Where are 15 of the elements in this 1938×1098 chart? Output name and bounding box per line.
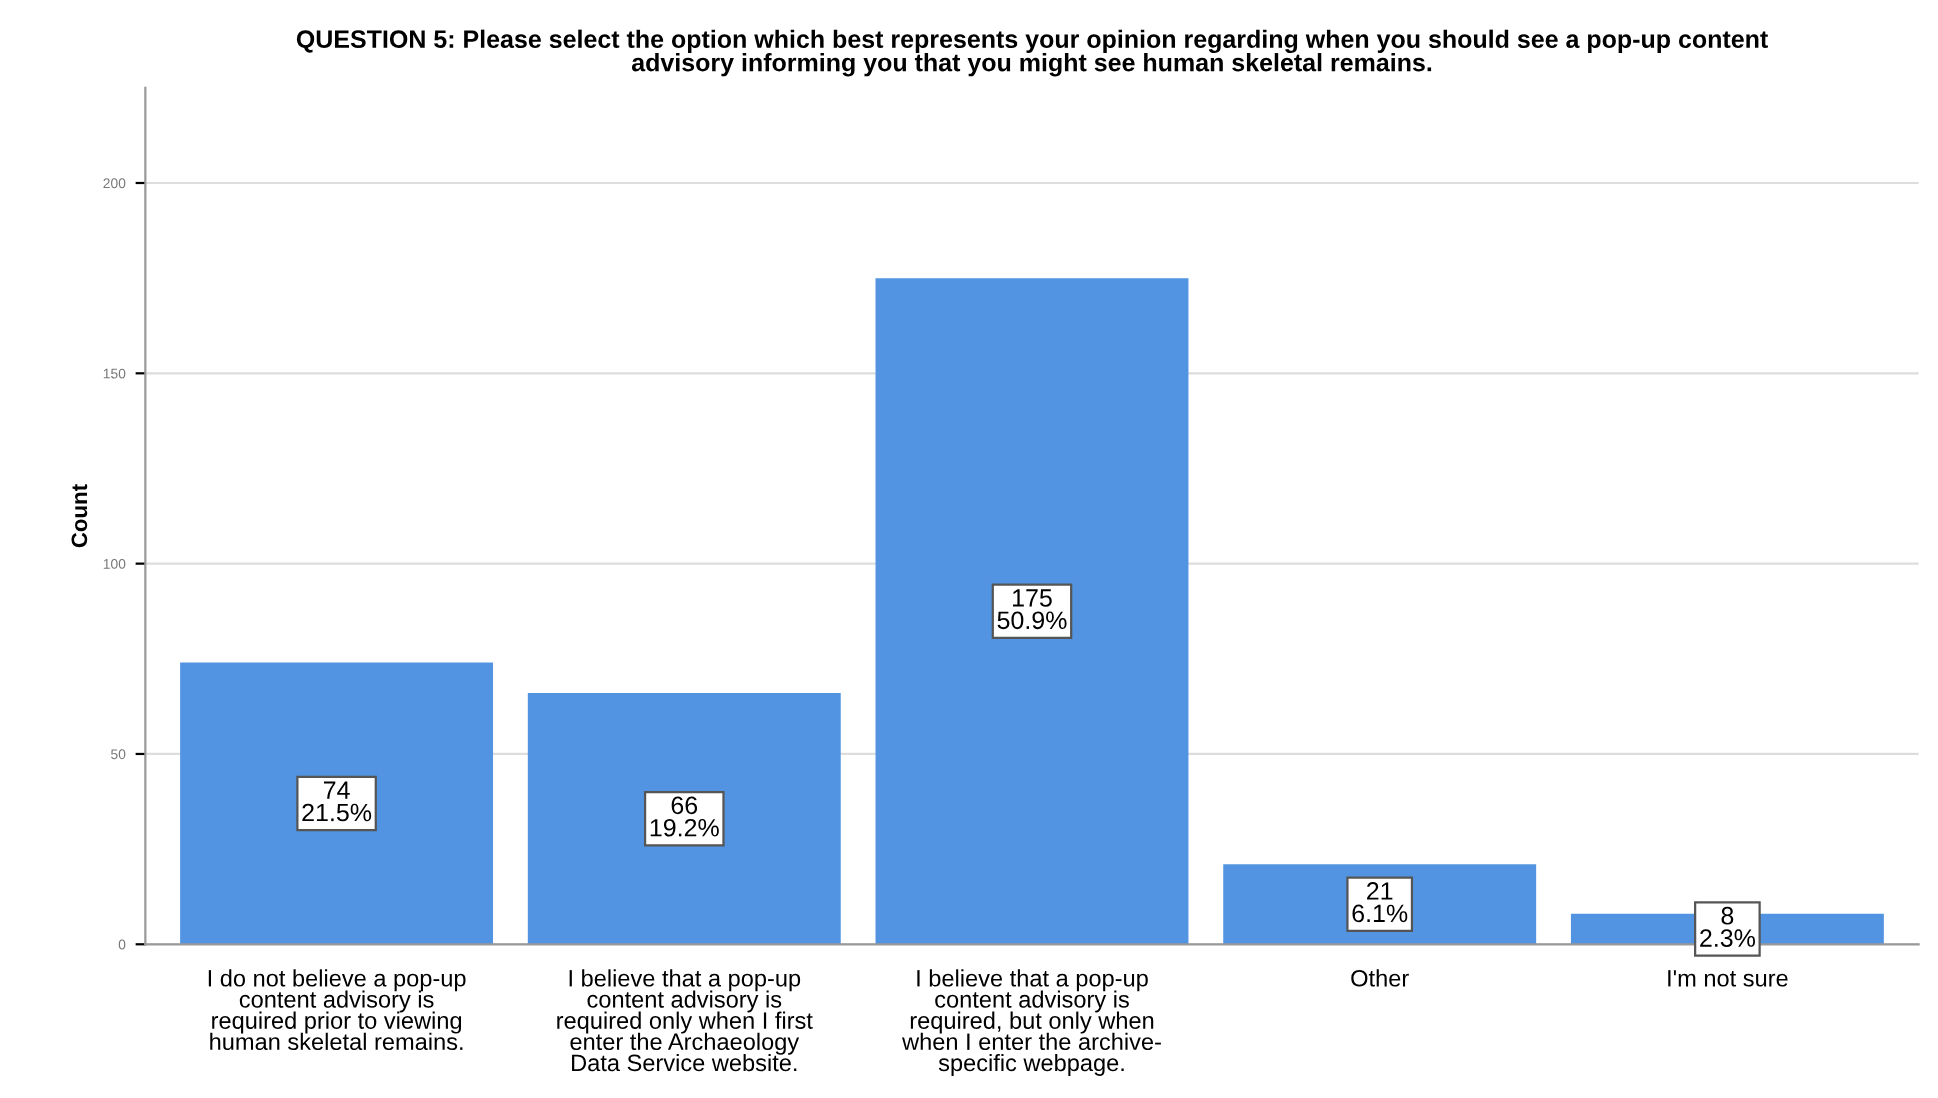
data-label: 175 50.9% xyxy=(997,589,1067,630)
x-tick-label: I'm not sure xyxy=(1668,970,1788,987)
bar xyxy=(180,662,494,945)
data-label: 21 6.1% xyxy=(1352,882,1408,923)
bar xyxy=(875,278,1189,945)
x-tick-label: I believe that a pop-up content advisory is required, but only when when I enter the archive- specific webpage. xyxy=(902,969,1161,1076)
data-label: 66 19.2% xyxy=(650,796,719,837)
data-label: 8 2.3% xyxy=(1700,906,1755,947)
x-tick-label: Other xyxy=(1351,969,1409,987)
x-tick-label: I do not believe a pop-up content advisory is required prior to viewing human skeletal remains. xyxy=(208,969,466,1051)
x-tick-label: I believe that a pop-up content advisory is required only when I first enter the Archaeology Data Service website. xyxy=(557,969,813,1072)
chart-title: QUESTION 5: Please select the option which best represents your opinion regarding when you should see a pop-up content advisory informing you that you might see human skeletal remains. xyxy=(296,29,1768,77)
data-label: 74 21.5% xyxy=(302,781,372,822)
y-axis-title: Count xyxy=(71,484,88,548)
bar xyxy=(527,693,841,945)
